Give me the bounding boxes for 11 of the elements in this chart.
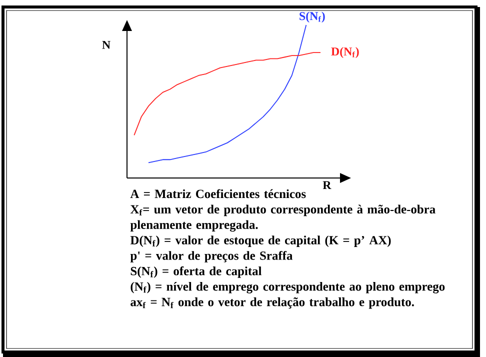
text: (N$_{f}$) = nível de emprego correspondente ao pleno emprego bbox=[130, 282, 445, 294]
text: A = Matriz Coeficientes técnicos bbox=[130, 189, 306, 198]
x-axis-title: R bbox=[322, 181, 332, 190]
series-label: S(N$_{f}$) bbox=[300, 12, 325, 23]
text: p' = valor de preços de Sraffa bbox=[130, 250, 293, 262]
text: D(N$_{f}$) = valor de estoque de capital (K = p’ AX) bbox=[130, 236, 391, 247]
text: S(N$_{f}$) = oferta de capital bbox=[130, 266, 262, 278]
y-axis-title: N bbox=[102, 40, 110, 49]
series-label: D(N$_{f}$) bbox=[331, 47, 359, 58]
text: X$_{f}$= um vetor de produto correspondente à mão-de-obra plenamente empregada. bbox=[130, 204, 436, 232]
text: ax$_{f}$ = N$_{f}$ onde o vetor de relação trabalho e produto. bbox=[130, 297, 414, 309]
